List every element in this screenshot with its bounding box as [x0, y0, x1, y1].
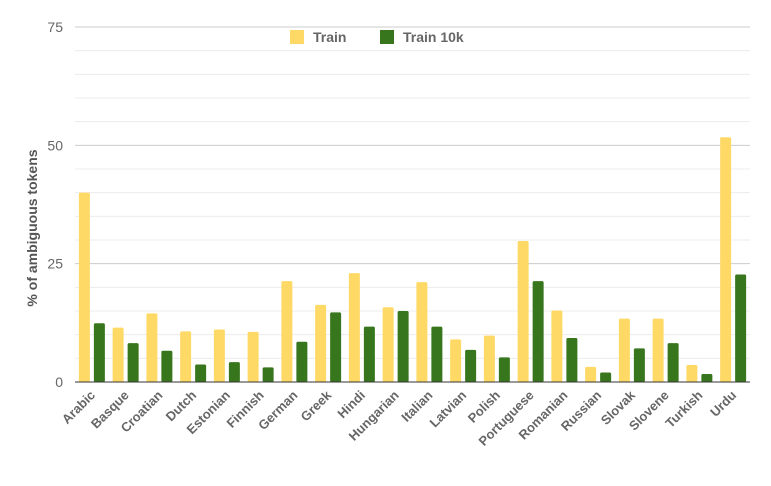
bar-train-10k-slovene: [667, 343, 679, 382]
bar-train-10k-basque: [127, 343, 139, 382]
bar-train-romanian: [551, 310, 563, 382]
bar-train-10k-polish: [498, 357, 510, 382]
y-axis-title: % of ambiguous tokens: [24, 149, 40, 306]
bar-train-10k-finnish: [262, 367, 274, 382]
bar-train-basque: [112, 327, 124, 382]
bar-train-italian: [416, 282, 428, 382]
bars: [78, 137, 747, 382]
bar-train-10k-slovak: [633, 348, 645, 382]
bar-train-10k-greek: [330, 312, 342, 382]
bar-train-10k-hindi: [363, 326, 375, 382]
bar-train-10k-romanian: [566, 337, 578, 382]
bar-train-10k-arabic: [93, 323, 105, 382]
legend-swatch-train: [290, 30, 304, 44]
bar-train-10k-portuguese: [532, 281, 544, 382]
x-tick-label: Urdu: [707, 387, 739, 419]
bar-train-estonian: [213, 329, 225, 382]
legend-label-train: Train: [313, 29, 346, 45]
bar-train-turkish: [686, 364, 698, 382]
bar-train-dutch: [180, 331, 192, 382]
y-tick-label: 0: [55, 374, 63, 390]
y-tick-labels: 0 25 50 75: [47, 19, 63, 390]
bar-train-10k-russian: [600, 372, 612, 382]
bar-train-urdu: [720, 137, 732, 382]
bar-train-hungarian: [382, 307, 394, 382]
bar-train-greek: [315, 304, 327, 382]
bar-train-portuguese: [517, 240, 529, 382]
bar-train-croatian: [146, 313, 158, 382]
bar-train-10k-latvian: [465, 349, 477, 382]
bar-train-10k-turkish: [701, 373, 713, 382]
bar-train-10k-italian: [431, 326, 443, 382]
x-tick-labels: ArabicBasqueCroatianDutchEstonianFinnish…: [59, 387, 740, 449]
legend-swatch-train-10k: [380, 30, 394, 44]
bar-train-slovak: [618, 318, 630, 382]
bar-train-latvian: [450, 339, 462, 382]
y-tick-label: 75: [47, 19, 63, 35]
legend: Train Train 10k: [290, 29, 464, 45]
bar-train-arabic: [78, 192, 90, 382]
y-tick-label: 50: [47, 137, 63, 153]
bar-train-german: [281, 281, 293, 382]
bar-train-finnish: [247, 331, 259, 382]
bar-train-10k-estonian: [228, 362, 240, 382]
gridlines: [75, 26, 750, 359]
bar-train-hindi: [348, 273, 360, 382]
bar-train-russian: [585, 366, 597, 382]
bar-train-10k-german: [296, 341, 308, 382]
bar-train-10k-hungarian: [397, 311, 409, 382]
bar-train-10k-dutch: [195, 364, 207, 382]
bar-train-10k-croatian: [161, 350, 173, 382]
x-tick-label: Turkish: [662, 387, 705, 430]
y-tick-label: 25: [47, 256, 63, 272]
bar-train-polish: [483, 335, 495, 382]
x-tick-label: Greek: [298, 387, 335, 424]
bar-train-slovene: [652, 318, 664, 382]
x-tick-label: Latvian: [426, 387, 469, 430]
legend-label-train-10k: Train 10k: [403, 29, 464, 45]
bar-train-10k-urdu: [735, 274, 747, 382]
